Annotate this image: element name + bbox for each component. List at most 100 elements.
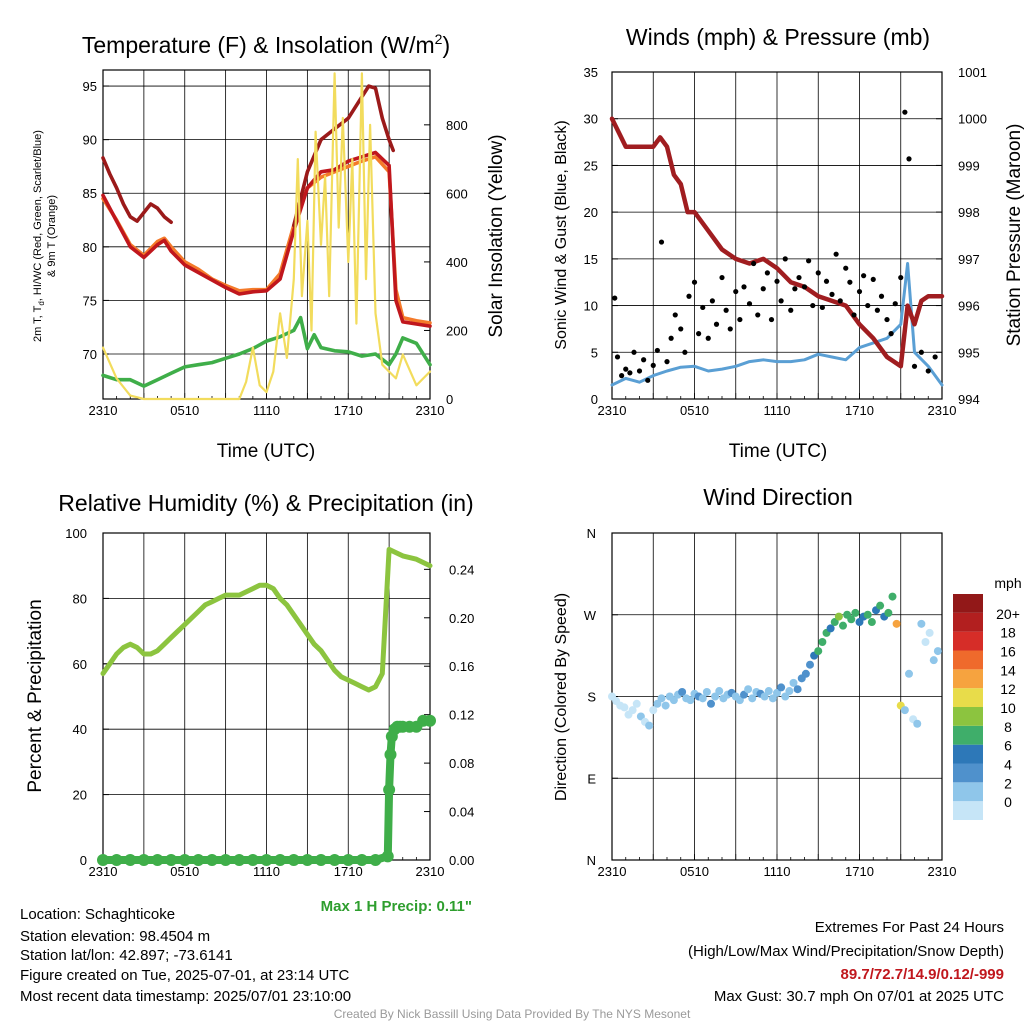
direction-point: [777, 683, 786, 692]
extremes-subtitle: (High/Low/Max Wind/Precipitation/Snow De…: [688, 943, 1004, 960]
x-tick-label: 2310: [89, 403, 118, 418]
elevation-text: Station elevation: 98.4504 m: [20, 928, 211, 945]
gust-point: [723, 307, 729, 313]
direction-point: [793, 685, 802, 694]
gust-point: [682, 349, 688, 355]
direction-point: [698, 694, 707, 703]
direction-point: [830, 618, 839, 627]
gust-point: [918, 349, 924, 355]
y-tick-label: N: [587, 526, 596, 541]
precip-point: [342, 854, 355, 866]
pressure-y-label: Station Pressure (Maroon): [1004, 124, 1024, 347]
gust-point: [668, 335, 674, 341]
direction-point: [818, 638, 827, 646]
gust-point: [741, 284, 747, 290]
direction-point: [933, 647, 942, 656]
colorbar-segment: [953, 612, 983, 632]
gust-point: [833, 251, 839, 257]
direction-point: [748, 694, 757, 703]
winds-y-label: Sonic Wind & Gust (Blue, Black): [553, 120, 570, 349]
precip-point: [192, 854, 205, 866]
precip-point: [206, 854, 218, 866]
y-right-tick-label: 998: [958, 205, 980, 220]
y-tick-label: 20: [584, 205, 598, 220]
colorbar: 0 2 4 6 8 10 12 14 16 18 20+: [953, 594, 1020, 820]
colorbar-segment: [953, 801, 983, 820]
y-right-tick-label: 0.08: [449, 756, 474, 771]
precip-point: [383, 783, 396, 796]
y-tick-label: 35: [584, 65, 598, 80]
y-tick-label: 5: [591, 345, 598, 360]
gust-point: [719, 274, 725, 281]
winds-panel: Winds (mph) & Pressure (mb) Time (UTC) S…: [553, 24, 1024, 462]
gust-point: [619, 373, 625, 379]
y-tick-label: 60: [73, 657, 87, 672]
y-tick-label: 95: [83, 79, 97, 94]
humidity-y-label: Percent & Precipitation: [25, 599, 46, 792]
direction-point: [636, 712, 645, 721]
direction-y-label: Direction (Colored By Speed): [553, 593, 570, 801]
heat_index-line: [101, 156, 173, 224]
gust-point: [865, 302, 871, 309]
wind-line: [610, 262, 944, 387]
direction-point: [686, 696, 695, 705]
gust-point: [737, 316, 743, 323]
direction-point: [900, 706, 909, 715]
gust-point: [892, 301, 898, 307]
x-tick-label: 2310: [928, 864, 957, 879]
colorbar-segment: [953, 631, 983, 651]
direction-point: [789, 678, 798, 687]
y-right-tick-label: 200: [446, 323, 468, 338]
x-tick-label: 1110: [253, 864, 280, 879]
gust-point: [733, 288, 739, 295]
temperature-y-label-line2: & 9m T (Orange): [46, 195, 58, 277]
direction-point: [715, 687, 724, 696]
solar-line: [101, 72, 432, 401]
x-tick-label: 0510: [680, 864, 709, 879]
x-tick-label: 1110: [253, 403, 280, 418]
y-right-tick-label: 996: [958, 299, 980, 314]
gust-point: [672, 312, 678, 318]
y-tick-label: 100: [65, 526, 87, 541]
gust-point: [746, 301, 753, 307]
precip-point: [219, 854, 232, 866]
location-text: Location: Schaghticoke: [20, 906, 176, 923]
direction-point: [653, 699, 662, 708]
gust-point: [678, 326, 684, 332]
gust-point: [778, 298, 784, 304]
direction-point: [773, 688, 781, 697]
colorbar-label: 8: [1004, 719, 1012, 735]
precip-point: [124, 854, 137, 866]
y-tick-label: 75: [83, 293, 97, 308]
precip-point: [137, 854, 150, 866]
direction-point: [905, 669, 913, 678]
y-tick-label: 80: [83, 240, 97, 255]
gust-point: [851, 312, 857, 318]
y-tick-label: S: [587, 690, 596, 705]
temperature-panel: Temperature (F) & Insolation (W/m2) Time…: [32, 31, 507, 462]
y-tick-label: W: [584, 608, 597, 623]
direction-point: [851, 608, 860, 617]
direction-point: [632, 699, 641, 708]
colorbar-label: 20+: [996, 606, 1020, 622]
direction-point: [678, 687, 687, 696]
y-right-tick-label: 997: [958, 252, 980, 267]
extremes-title: Extremes For Past 24 Hours: [814, 919, 1004, 936]
gust-point: [902, 109, 908, 115]
precip-point: [355, 854, 368, 866]
direction-point: [876, 601, 885, 610]
wind-direction-panel: Wind Direction Direction (Colored By Spe…: [553, 484, 1022, 879]
gust-point: [788, 307, 794, 313]
max-precip-label: Max 1 H Precip: 0.11": [321, 898, 472, 915]
direction-point: [740, 690, 748, 699]
gust-point: [898, 274, 904, 281]
gust-point: [727, 326, 733, 332]
precip-point: [424, 714, 436, 727]
direction-point: [661, 701, 670, 710]
rh-line: [100, 546, 433, 693]
x-tick-label: 1110: [764, 403, 791, 418]
colorbar-label: 2: [1004, 775, 1012, 791]
gust-point: [806, 258, 812, 264]
y-tick-label: 85: [83, 186, 97, 201]
